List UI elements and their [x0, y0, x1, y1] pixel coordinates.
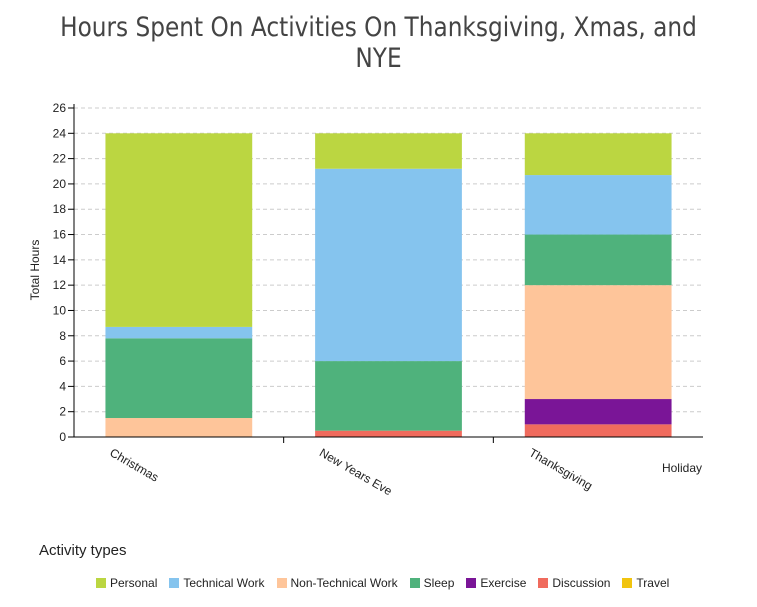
- legend-item[interactable]: Exercise: [466, 576, 526, 590]
- bar-segment: [105, 133, 253, 327]
- legend-item[interactable]: Non-Technical Work: [276, 576, 398, 590]
- x-axis-label: Holiday: [662, 461, 702, 475]
- bars: [105, 133, 672, 437]
- y-tick-label: 10: [53, 303, 67, 317]
- legend-item[interactable]: Technical Work: [169, 576, 265, 590]
- bar-segment: [524, 175, 672, 235]
- bar-segment: [315, 133, 462, 169]
- bar-segment: [105, 338, 253, 419]
- x-tick-label: New Years Eve: [317, 445, 395, 498]
- chart-title: Hours Spent On Activities On Thanksgivin…: [60, 12, 697, 74]
- legend-label: Personal: [110, 576, 158, 590]
- legend-item[interactable]: Discussion: [538, 576, 610, 590]
- legend-swatch: [169, 578, 180, 588]
- y-tick-label: 12: [53, 278, 67, 292]
- legend: Personal Technical Work Non-Technical Work…: [96, 576, 681, 590]
- legend-swatch: [466, 578, 477, 588]
- y-tick-label: 14: [53, 253, 67, 267]
- bar-segment: [105, 418, 253, 437]
- bar-segment: [315, 361, 462, 431]
- legend-swatch: [622, 578, 633, 588]
- legend-item[interactable]: Sleep: [409, 576, 455, 590]
- legend-label: Technical Work: [183, 576, 265, 590]
- y-tick-label: 26: [53, 101, 67, 115]
- legend-label: Travel: [636, 576, 670, 590]
- y-tick-label: 18: [53, 202, 67, 216]
- legend-item[interactable]: Travel: [622, 576, 669, 590]
- bar-segment: [524, 133, 672, 176]
- legend-swatch: [409, 578, 420, 588]
- legend-label: Sleep: [423, 576, 455, 590]
- legend-label: Non-Technical Work: [290, 576, 398, 590]
- x-axis: Christmas New Years Eve Thanksgiving: [74, 436, 703, 498]
- bar-segment: [524, 234, 672, 286]
- bar-segment: [315, 168, 462, 362]
- y-tick-label: 6: [59, 354, 66, 368]
- y-tick-label: 2: [59, 405, 66, 419]
- y-tick-label: 4: [59, 379, 66, 393]
- y-tick-label: 16: [53, 228, 67, 242]
- y-tick-label: 8: [59, 329, 66, 343]
- legend-swatch: [96, 578, 106, 588]
- bar-segment: [524, 399, 672, 425]
- legend-swatch: [538, 578, 549, 588]
- y-tick-label: 22: [53, 152, 67, 166]
- y-tick-label: 20: [53, 177, 67, 191]
- bar-segment: [524, 424, 672, 437]
- y-tick-label: 0: [59, 430, 66, 444]
- x-tick-label: Christmas: [107, 445, 161, 484]
- legend-swatch: [276, 578, 287, 588]
- bar-segment: [105, 326, 253, 339]
- legend-label: Exercise: [480, 576, 527, 590]
- y-axis-label: Total Hours: [28, 240, 42, 301]
- x-tick-label: Thanksgiving: [527, 445, 595, 492]
- y-tick-label: 24: [53, 126, 67, 140]
- bar-segment: [315, 430, 462, 437]
- legend-title: Activity types: [39, 542, 127, 559]
- legend-label: Discussion: [552, 576, 611, 590]
- legend-item[interactable]: Personal: [96, 576, 157, 590]
- bar-segment: [524, 285, 672, 400]
